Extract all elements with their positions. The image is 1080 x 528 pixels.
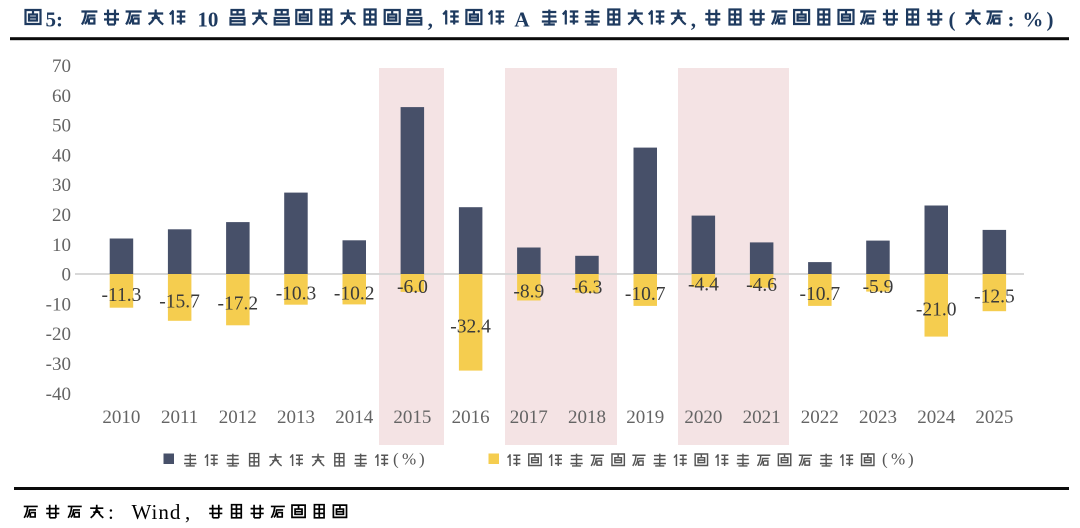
svg-text:2021: 2021 [743, 407, 781, 428]
svg-text:2023: 2023 [859, 407, 897, 428]
svg-text:-6.3: -6.3 [572, 278, 603, 299]
svg-text:-12.5: -12.5 [974, 287, 1015, 308]
svg-text:2015: 2015 [393, 407, 431, 428]
svg-text:5:: 5: [46, 8, 64, 32]
svg-text:-6.0: -6.0 [397, 277, 428, 298]
svg-text:40: 40 [52, 145, 71, 166]
svg-text:60: 60 [52, 86, 71, 107]
svg-text:2016: 2016 [452, 407, 490, 428]
svg-text:2012: 2012 [219, 407, 257, 428]
svg-text:2013: 2013 [277, 407, 315, 428]
svg-text:(: ( [949, 8, 956, 32]
svg-text:-5.9: -5.9 [863, 277, 894, 298]
svg-text:-15.7: -15.7 [159, 292, 200, 313]
svg-text:%: % [891, 450, 905, 469]
svg-text:Wind: Wind [132, 500, 182, 524]
svg-text:-10.2: -10.2 [334, 283, 375, 304]
svg-text:-32.4: -32.4 [450, 316, 491, 337]
svg-text:,: , [185, 500, 190, 524]
svg-text:0: 0 [62, 265, 72, 286]
svg-text:-4.6: -4.6 [746, 275, 777, 296]
svg-text:70: 70 [52, 56, 71, 77]
svg-text:2011: 2011 [161, 407, 198, 428]
svg-text:-21.0: -21.0 [916, 299, 957, 320]
svg-text:2019: 2019 [626, 407, 664, 428]
svg-text:2022: 2022 [801, 407, 839, 428]
svg-text:-11.3: -11.3 [101, 285, 141, 306]
svg-text:): ) [908, 450, 914, 469]
svg-text:-20: -20 [46, 324, 71, 345]
svg-text:30: 30 [52, 175, 71, 196]
svg-text:-10.3: -10.3 [276, 283, 317, 304]
svg-text:,: , [691, 8, 696, 32]
svg-text:10: 10 [197, 8, 218, 32]
svg-text:-17.2: -17.2 [217, 294, 258, 315]
svg-text:%: % [1022, 8, 1043, 32]
svg-text:2018: 2018 [568, 407, 606, 428]
svg-text:-8.9: -8.9 [513, 281, 544, 302]
svg-text:2017: 2017 [510, 407, 548, 428]
svg-text:-10.7: -10.7 [799, 284, 840, 305]
svg-text:2014: 2014 [335, 407, 374, 428]
svg-text:2010: 2010 [102, 407, 140, 428]
svg-text:-30: -30 [46, 354, 71, 375]
svg-text:(: ( [393, 450, 399, 469]
svg-text:10: 10 [52, 235, 71, 256]
svg-text:2025: 2025 [975, 407, 1013, 428]
svg-text:%: % [402, 450, 416, 469]
svg-text:-4.4: -4.4 [688, 275, 719, 296]
svg-text::: : [1008, 8, 1015, 32]
svg-text:,: , [428, 8, 433, 32]
svg-text:-10.7: -10.7 [625, 284, 666, 305]
svg-text:(: ( [882, 450, 888, 469]
svg-text:-10: -10 [46, 294, 71, 315]
svg-text:A: A [514, 8, 530, 32]
svg-text:2024: 2024 [917, 407, 956, 428]
svg-text::: : [108, 500, 114, 524]
svg-text:50: 50 [52, 116, 71, 137]
svg-text:2020: 2020 [684, 407, 722, 428]
svg-text:20: 20 [52, 205, 71, 226]
svg-text:-40: -40 [46, 384, 71, 405]
svg-text:): ) [1047, 8, 1054, 32]
svg-text:): ) [419, 450, 425, 469]
